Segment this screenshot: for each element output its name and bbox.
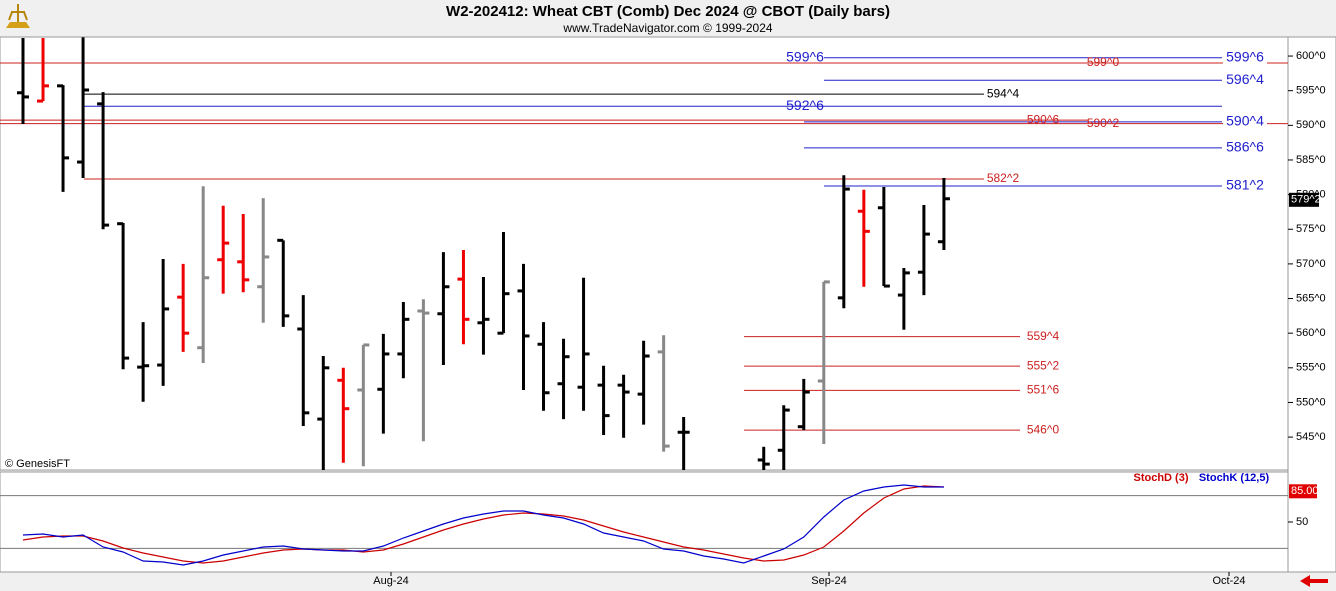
level-label: 582^2	[987, 171, 1020, 185]
y-tick-label: 570^0	[1296, 258, 1326, 270]
x-tick-label: Aug-24	[373, 575, 408, 587]
level-label-bg	[1223, 113, 1267, 130]
level-label-bg	[1223, 177, 1267, 194]
level-label: 592^6	[786, 97, 824, 113]
level-label: 599^6	[786, 48, 824, 64]
level-label-bg	[1223, 72, 1267, 89]
copyright-note: © GenesisFT	[5, 458, 70, 470]
time-axis	[0, 573, 1336, 591]
level-label: 590^4	[1226, 113, 1264, 129]
level-label: 555^2	[1027, 358, 1060, 372]
level-label: 590^6	[1027, 112, 1060, 126]
logo	[6, 4, 30, 28]
level-label: 551^6	[1027, 382, 1060, 396]
level-label: 546^0	[1027, 422, 1060, 436]
scroll-arrow[interactable]	[1300, 575, 1328, 587]
level-label: 581^2	[1226, 177, 1264, 193]
y-tick-label: 590^0	[1296, 119, 1326, 131]
stoch-line	[22, 485, 944, 564]
price-plot	[0, 37, 1288, 470]
chart-title: W2-202412: Wheat CBT (Comb) Dec 2024 @ C…	[446, 3, 890, 20]
y-tick-label: 585^0	[1296, 154, 1326, 166]
x-tick-label: Oct-24	[1212, 575, 1245, 587]
right-axis	[1287, 36, 1336, 573]
level-label: 596^4	[1226, 71, 1264, 87]
last-value-label: 85.00	[1291, 485, 1319, 497]
level-label: 586^6	[1226, 139, 1264, 155]
y-tick-label: 600^0	[1296, 50, 1326, 62]
legend-entry: StochK (12,5)	[1199, 472, 1270, 484]
legend-entry: StochD (3)	[1134, 472, 1189, 484]
level-label-bg	[1223, 49, 1267, 66]
level-label-bg	[1223, 139, 1267, 156]
y-tick-label: 575^0	[1296, 223, 1326, 235]
level-label: 599^0	[1087, 55, 1120, 69]
y-tick-label: 50	[1296, 516, 1308, 528]
last-price-box	[1289, 192, 1319, 207]
chart-subtitle: www.TradeNavigator.com © 1999-2024	[562, 21, 772, 35]
stoch-line	[22, 484, 944, 566]
y-tick-label: 560^0	[1296, 327, 1326, 339]
level-label: 594^4	[987, 86, 1020, 100]
level-label: 590^2	[1087, 116, 1120, 130]
last-value-box	[1289, 484, 1317, 499]
y-tick-label: 545^0	[1296, 431, 1326, 443]
stoch-panel	[0, 471, 1289, 573]
x-tick-label: Sep-24	[811, 575, 846, 587]
y-tick-label: 555^0	[1296, 362, 1326, 374]
last-price-label: 579^2	[1291, 194, 1321, 206]
level-label: 599^6	[1226, 48, 1264, 64]
y-tick-label: 565^0	[1296, 292, 1326, 304]
y-tick-label: 550^0	[1296, 396, 1326, 408]
y-tick-label: 595^0	[1296, 85, 1326, 97]
level-label: 559^4	[1027, 329, 1060, 343]
